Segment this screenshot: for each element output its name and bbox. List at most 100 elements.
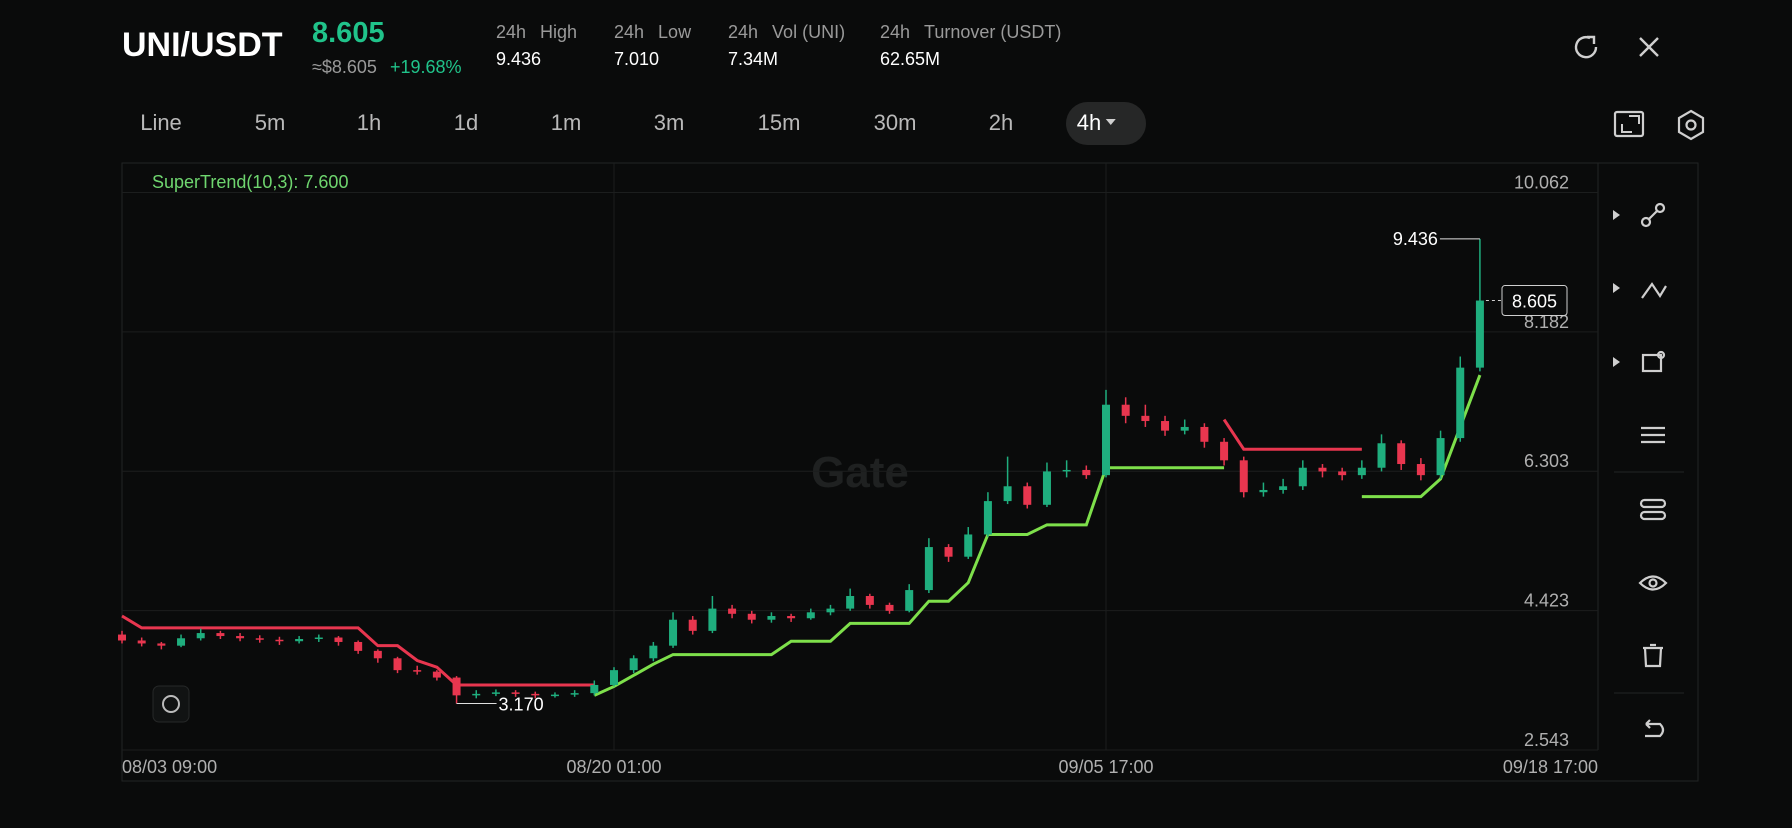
candle-body [846,596,855,609]
candle-body [1259,489,1268,493]
candle-body [767,616,776,620]
x-tick-label: 08/20 01:00 [566,757,661,777]
timeframe-button[interactable]: 2h [988,110,1014,135]
low-marker-label: 3.170 [499,695,544,715]
candle-body [806,612,815,619]
stat-name: High [540,22,578,42]
stat-label: 24h Turnover (USDT) [880,22,1061,43]
candle-body [590,684,599,694]
candle-body [1279,486,1288,490]
candle-body [137,640,146,644]
stat-label: 24h Vol (UNI) [728,22,845,43]
last-price-label: 8.605 [1512,292,1557,312]
candle-body [1338,471,1347,476]
stat: 24h Vol (UNI) 7.34M [728,22,845,70]
candle-body [452,677,461,696]
timeframe-button[interactable]: Line [140,110,182,135]
stat-period: 24h [728,22,759,42]
candle-body [924,547,933,591]
candle-body [1298,467,1307,487]
usd-price: ≈$8.605 [312,57,377,77]
stat-period: 24h [880,22,911,42]
candle-body [1062,469,1071,472]
close-button[interactable] [1631,29,1667,65]
candle-body [1161,421,1170,431]
candle-body [472,693,481,696]
candle-body [432,671,441,678]
candle-body [787,616,796,619]
candle-body [1377,443,1386,468]
candle-body [275,639,284,642]
y-tick-label: 6.303 [1524,451,1569,471]
stat: 24h Low 7.010 [614,22,691,70]
candle-body [1180,426,1189,431]
pair-title: UNI/USDT [122,26,283,64]
stat-name: Low [658,22,692,42]
stat-label: 24h Low [614,22,691,43]
candle-body [393,658,402,671]
candle-body [865,596,874,605]
fullscreen-button[interactable] [1612,108,1646,140]
candle-body [1102,404,1110,476]
candle-body [118,634,126,641]
chart-tool-button[interactable] [152,685,190,723]
timeframe-button[interactable]: 1m [550,110,582,135]
y-tick-label: 10.062 [1514,173,1569,193]
candle-body [728,608,737,614]
candle-body [177,638,186,646]
candle-body [334,637,343,642]
candle-body [983,501,992,535]
y-tick-label: 2.543 [1524,730,1569,750]
stat: 24h Turnover (USDT) 62.65M [880,22,1061,70]
timeframe-button[interactable]: 1d [453,110,479,135]
candle-body [511,692,520,694]
candle-body [708,608,717,631]
timeframe-button[interactable]: 3m [653,110,685,135]
refresh-button[interactable] [1568,29,1604,65]
candle-body [491,692,500,694]
timeframe-button[interactable]: 5m [254,110,286,135]
stat-period: 24h [496,22,527,42]
price-change: +19.68% [390,57,462,77]
stat-value: 9.436 [496,49,542,69]
candle-body [747,613,756,620]
candle-body [1220,441,1229,461]
last-price-box [1501,285,1568,317]
candle-body [1318,467,1327,472]
candle-body [1042,471,1051,505]
x-tick-label: 09/05 17:00 [1058,757,1153,777]
timeframe-button[interactable]: 15m [757,110,801,135]
candle-body [1436,438,1445,476]
high-marker-label: 9.436 [1393,229,1438,249]
candle-body [196,633,205,639]
candle-body [905,590,914,611]
timeframe-button[interactable]: 4h [1077,110,1117,136]
stat-period: 24h [614,22,645,42]
candle-body [295,639,304,642]
stat: 24h High 9.436 [496,22,577,70]
candle-body [550,694,559,697]
stat-name: Turnover (USDT) [924,22,1062,42]
supertrend-line [1222,418,1362,451]
candle-body [826,608,835,613]
candle-body [885,604,894,611]
candle-body [354,641,363,651]
candle-body [1141,415,1150,422]
dropdown-arrow [1106,119,1117,125]
candle-body [1003,486,1012,502]
stat-name: Vol (UNI) [772,22,846,42]
indicator-label: SuperTrend(10,3): 7.600 [152,172,348,192]
x-tick-label: 08/03 09:00 [122,757,217,777]
candle-body [373,650,382,659]
candle-body [255,638,264,640]
stat-value: 7.34M [728,49,779,69]
settings-button[interactable] [1674,108,1708,142]
candle-body [531,693,540,696]
candle-body [236,636,245,639]
timeframe-button[interactable]: 1h [356,110,382,135]
candle-body [964,534,973,557]
candle-body [944,547,953,557]
timeframe-button[interactable]: 30m [873,110,917,135]
